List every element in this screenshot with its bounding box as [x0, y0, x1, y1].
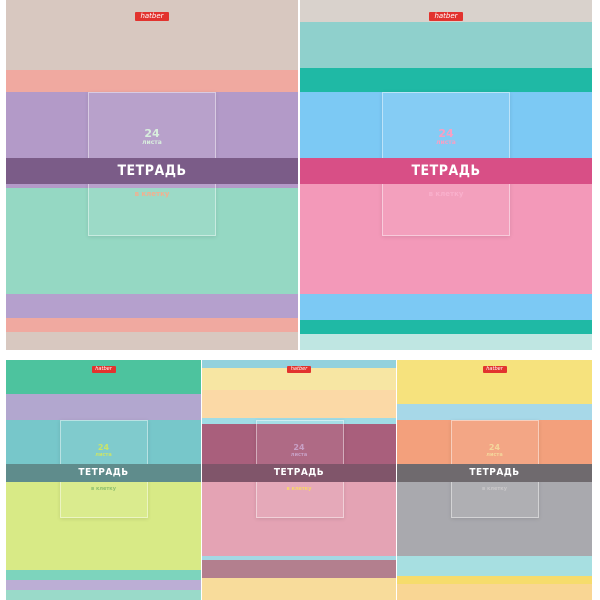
stripe: [202, 424, 396, 464]
hatber-logo: hatber: [287, 366, 311, 373]
stripe: [6, 360, 201, 394]
stripe: [6, 242, 298, 294]
stripe: [6, 482, 201, 554]
stripe: [300, 294, 592, 320]
stripe: [6, 580, 201, 590]
notebook-title: ТЕТРАДЬ: [273, 467, 325, 478]
notebook-title: ТЕТРАДЬ: [469, 467, 520, 478]
stripe: [202, 560, 396, 578]
notebook-cover-top-left: hatber 24 листа ТЕТРАДЬ в клетку: [6, 0, 298, 350]
notebook-cover-bottom-right: hatber 24 листа ТЕТРАДЬ в клетку: [397, 360, 592, 600]
stripe: [397, 576, 592, 584]
title-band: [6, 158, 298, 184]
sheet-count-number: 24: [488, 443, 501, 452]
sheet-count: 24 листа: [397, 443, 592, 459]
sheet-count: 24 листа: [6, 443, 201, 459]
sheet-count: 24 листа: [300, 128, 592, 147]
sheet-count-word: листа: [290, 452, 308, 458]
sheet-count-word: листа: [486, 452, 503, 458]
stripe: [202, 510, 396, 556]
stripe: [202, 578, 396, 600]
stripe: [6, 394, 201, 420]
stripe: [300, 228, 592, 294]
notebook-cover-bottom-left: hatber 24 листа ТЕТРАДЬ в клетку: [6, 360, 201, 600]
stripe: [6, 570, 201, 580]
stripe: [300, 320, 592, 334]
stripe: [6, 318, 298, 332]
stripe: [6, 332, 298, 350]
stripe: [6, 92, 298, 158]
sheet-count-word: листа: [436, 139, 456, 146]
stripe: [397, 420, 592, 464]
hatber-logo: hatber: [135, 12, 169, 21]
stripe: [6, 554, 201, 570]
title-band: [202, 464, 396, 482]
sheet-count-number: 24: [438, 127, 454, 140]
hatber-logo: hatber: [91, 366, 116, 373]
ruling-type: в клетку: [482, 486, 507, 492]
stripe: [300, 22, 592, 68]
stripe: [300, 334, 592, 350]
stripe: [397, 404, 592, 420]
stripe: [6, 590, 201, 600]
hatber-logo: hatber: [482, 366, 507, 373]
stripe: [300, 92, 592, 158]
sheet-count-word: листа: [142, 139, 162, 146]
stripe: [6, 188, 298, 242]
stripe: [6, 420, 201, 464]
sheet-count: 24 листа: [202, 443, 396, 459]
sheet-count-number: 24: [293, 443, 305, 452]
title-band: [300, 158, 592, 184]
hatber-logo: hatber: [429, 12, 463, 21]
notebook-cover-top-right: hatber 24 листа ТЕТРАДЬ в клетку: [300, 0, 592, 350]
notebook-title: ТЕТРАДЬ: [78, 467, 129, 478]
stripe: [397, 556, 592, 576]
ruling-type: в клетку: [428, 190, 464, 198]
sheet-count-number: 24: [97, 443, 110, 452]
ruling-type: в клетку: [286, 486, 312, 492]
stripe: [6, 40, 298, 70]
stripe: [6, 294, 298, 318]
sheet-count: 24 листа: [6, 128, 298, 147]
ruling-type: в клетку: [134, 190, 170, 198]
stripe: [397, 482, 592, 556]
sheet-count-number: 24: [144, 127, 160, 140]
stripe: [202, 360, 396, 368]
sheet-count-word: листа: [95, 452, 112, 458]
notebook-title: ТЕТРАДЬ: [117, 163, 187, 179]
notebook-cover-bottom-middle: hatber 24 листа ТЕТРАДЬ в клетку: [202, 360, 396, 600]
ruling-type: в клетку: [91, 486, 116, 492]
title-band: [397, 464, 592, 482]
stripe: [397, 584, 592, 600]
stripe: [202, 418, 396, 424]
stripe: [202, 390, 396, 418]
stripe: [202, 368, 396, 390]
stripe: [6, 70, 298, 92]
stripe: [300, 0, 592, 22]
stripe: [300, 68, 592, 92]
stripe: [202, 556, 396, 560]
title-band: [6, 464, 201, 482]
notebook-title: ТЕТРАДЬ: [411, 163, 481, 179]
